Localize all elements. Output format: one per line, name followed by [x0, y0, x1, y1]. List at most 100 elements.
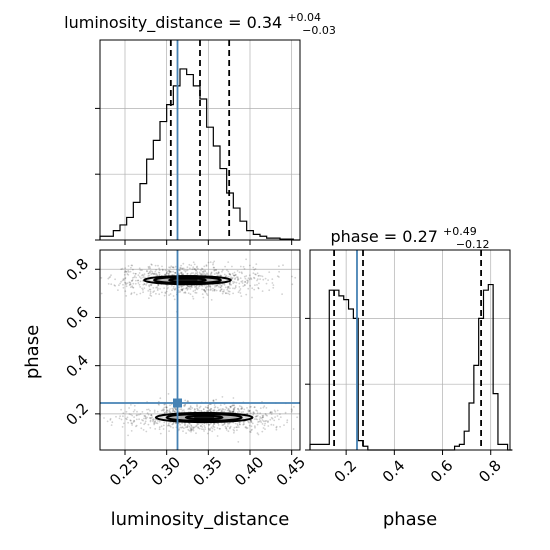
- scatter-point: [190, 425, 193, 428]
- scatter-point: [271, 417, 274, 420]
- scatter-point: [245, 258, 248, 261]
- scatter-point: [247, 410, 250, 413]
- scatter-point: [132, 410, 135, 413]
- scatter-point: [206, 288, 208, 291]
- scatter-point: [197, 408, 199, 411]
- scatter-point: [273, 419, 276, 422]
- scatter-point: [228, 410, 231, 413]
- scatter-point: [134, 275, 136, 277]
- scatter-point: [202, 273, 205, 276]
- scatter-point: [210, 299, 213, 301]
- scatter-point: [259, 412, 262, 414]
- scatter-point: [195, 424, 198, 427]
- scatter-point: [165, 406, 168, 409]
- scatter-point: [228, 409, 231, 412]
- panel-luminosity-distance-hist: luminosity_distance = 0.34 +0.04 −0.03: [64, 11, 336, 245]
- scatter-point: [161, 269, 164, 272]
- scatter-point: [158, 267, 161, 270]
- scatter-point: [274, 410, 277, 413]
- scatter-point: [208, 424, 210, 426]
- scatter-ticks: 0.25 0.30 0.35 0.40 0.45 0.2 0.4 0.6 0.8: [62, 255, 309, 490]
- scatter-xtick-label-2: 0.35: [189, 453, 225, 489]
- scatter-point: [209, 410, 212, 413]
- scatter-point: [164, 269, 167, 272]
- scatter-point: [223, 410, 226, 413]
- scatter-point: [196, 267, 199, 270]
- scatter-point: [196, 404, 198, 406]
- scatter-point: [169, 270, 172, 273]
- scatter-point: [271, 282, 274, 284]
- scatter-point: [212, 409, 215, 412]
- scatter-point: [237, 291, 240, 294]
- scatter-point: [152, 420, 154, 423]
- scatter-point: [125, 270, 127, 273]
- scatter-point: [146, 282, 148, 285]
- scatter-point: [218, 274, 221, 277]
- scatter-point: [147, 413, 150, 416]
- scatter-point: [250, 419, 252, 422]
- scatter-point: [281, 293, 283, 295]
- scatter-ytick-label-2: 0.6: [62, 303, 92, 333]
- scatter-point: [172, 423, 175, 425]
- scatter-point: [219, 283, 222, 286]
- scatter-point: [198, 285, 200, 287]
- scatter-point: [187, 285, 189, 288]
- scatter-point: [240, 407, 243, 410]
- scatter-point: [114, 285, 116, 287]
- scatter-point: [172, 285, 175, 288]
- panel-phase-vs-luminosity-distance: 0.25 0.30 0.35 0.40 0.45 0.2 0.4 0.6 0.8 luminos…: [22, 249, 309, 530]
- scatter-point: [204, 273, 207, 276]
- scatter-point: [192, 290, 195, 293]
- scatter-point: [250, 277, 252, 279]
- scatter-point: [148, 417, 151, 419]
- scatter-point: [260, 421, 263, 423]
- scatter-point: [275, 425, 278, 428]
- scatter-point: [186, 289, 189, 291]
- scatter-point: [250, 421, 252, 423]
- scatter-point: [174, 410, 176, 413]
- scatter-point: [257, 275, 260, 277]
- scatter-point: [158, 293, 161, 296]
- scatter-point: [110, 274, 112, 277]
- scatter-point: [226, 425, 229, 427]
- scatter-point: [224, 286, 227, 289]
- scatter-point: [221, 270, 223, 273]
- scatter-point: [152, 418, 155, 420]
- scatter-point: [233, 274, 236, 277]
- scatter-point: [175, 409, 177, 411]
- scatter-point: [243, 275, 246, 278]
- scatter-point: [213, 422, 216, 425]
- scatter-point: [194, 273, 196, 276]
- scatter-point: [214, 286, 216, 288]
- scatter-point: [131, 279, 134, 281]
- scatter-point: [153, 409, 156, 412]
- scatter-point: [221, 408, 224, 410]
- phase-hist-xlabel: phase: [383, 509, 437, 530]
- scatter-point: [194, 268, 197, 270]
- scatter-point: [209, 408, 212, 411]
- scatter-point: [193, 263, 196, 266]
- scatter-point: [185, 432, 188, 434]
- scatter-point: [253, 418, 256, 420]
- scatter-point: [219, 290, 222, 292]
- scatter-point: [164, 273, 167, 276]
- scatter-point: [212, 287, 214, 290]
- scatter-point: [261, 290, 264, 292]
- scatter-point: [224, 408, 227, 411]
- scatter-point: [196, 271, 199, 274]
- scatter-point: [262, 427, 265, 429]
- scatter-point: [148, 288, 151, 291]
- scatter-point: [255, 418, 257, 420]
- scatter-point: [181, 268, 184, 270]
- scatter-point: [127, 434, 129, 437]
- scatter-point: [217, 422, 220, 425]
- scatter-point: [180, 272, 183, 275]
- scatter-point: [229, 406, 232, 409]
- scatter-point: [190, 272, 193, 274]
- scatter-point: [118, 284, 120, 287]
- scatter-point: [192, 428, 195, 430]
- scatter-point: [282, 264, 284, 267]
- scatter-point: [141, 274, 143, 277]
- scatter-point: [261, 423, 264, 425]
- scatter-point: [189, 267, 191, 270]
